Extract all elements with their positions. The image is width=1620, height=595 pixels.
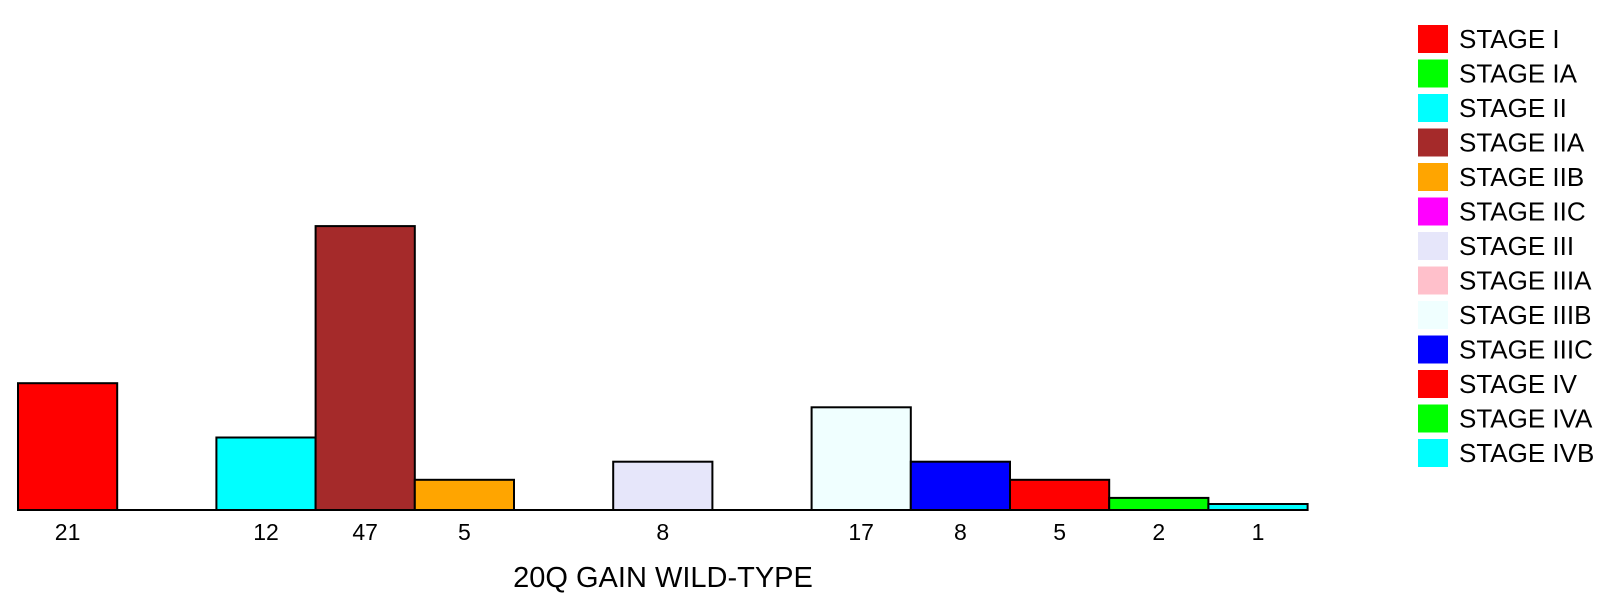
legend-swatch-stage-iv: [1418, 370, 1448, 398]
value-label-stage-iib: 5: [458, 519, 471, 545]
bar-stage-iva: [1108, 496, 1210, 511]
value-label-stage-iia: 47: [352, 519, 378, 545]
legend-swatch-stage-iiib: [1418, 301, 1448, 329]
legend-label-stage-ia: STAGE IA: [1459, 59, 1578, 89]
value-label-stage-ivb: 1: [1252, 519, 1265, 545]
legend-label-stage-iia: STAGE IIA: [1459, 128, 1585, 158]
value-label-stage-iv: 5: [1053, 519, 1066, 545]
legend-swatch-stage-iic: [1418, 197, 1448, 226]
legend-label-stage-iiib: STAGE IIIB: [1459, 300, 1591, 330]
legend-label-stage-ii: STAGE II: [1459, 93, 1567, 123]
value-label-stage-iiic: 8: [954, 519, 967, 545]
legend-swatch-stage-iii: [1418, 232, 1448, 260]
legend-swatch-stage-iiia: [1418, 266, 1448, 295]
legend-label-stage-iii: STAGE III: [1459, 231, 1574, 261]
bar-stage-iv: [1009, 478, 1111, 511]
legend-swatch-stage-iib: [1418, 163, 1448, 191]
legend-label-stage-ivb: STAGE IVB: [1459, 438, 1594, 468]
bar-stage-iib: [413, 478, 515, 511]
legend-swatch-stage-iia: [1418, 128, 1448, 157]
value-label-stage-ii: 12: [253, 519, 279, 545]
bar-stage-ii: [215, 436, 317, 511]
legend-label-stage-i: STAGE I: [1459, 24, 1560, 54]
legend-label-stage-iib: STAGE IIB: [1459, 162, 1584, 192]
value-label-stage-i: 21: [55, 519, 81, 545]
value-label-stage-iva: 2: [1152, 519, 1165, 545]
legend-label-stage-iva: STAGE IVA: [1459, 404, 1593, 434]
legend-swatch-stage-i: [1418, 25, 1448, 53]
bar-stage-iii: [612, 460, 714, 512]
bar-stage-iia: [314, 225, 416, 511]
bar-stage-i: [17, 382, 119, 512]
legend-swatch-stage-iva: [1418, 404, 1448, 433]
legend-label-stage-iic: STAGE IIC: [1459, 197, 1586, 227]
value-label-stage-iiib: 17: [848, 519, 874, 545]
x-axis-label: 20Q GAIN WILD-TYPE: [513, 562, 813, 594]
legend-swatch-stage-iiic: [1418, 335, 1448, 364]
legend-label-stage-iiic: STAGE IIIC: [1459, 335, 1593, 365]
legend-label-stage-iv: STAGE IV: [1459, 369, 1578, 399]
bar-stage-iiic: [909, 460, 1011, 512]
value-label-stage-iii: 8: [656, 519, 669, 545]
legend: STAGE I STAGE IA STAGE II STAGE IIA STAGE II…: [1418, 24, 1594, 468]
legend-label-stage-iiia: STAGE IIIA: [1459, 266, 1592, 296]
legend-swatch-stage-ivb: [1418, 439, 1448, 467]
bars-group: [17, 225, 1309, 512]
value-labels-group: 21 12 47 5 8 17 8 5 2 1: [55, 519, 1265, 545]
legend-swatch-stage-ii: [1418, 94, 1448, 122]
bar-stage-iiib: [810, 406, 912, 511]
legend-swatch-stage-ia: [1418, 59, 1448, 88]
